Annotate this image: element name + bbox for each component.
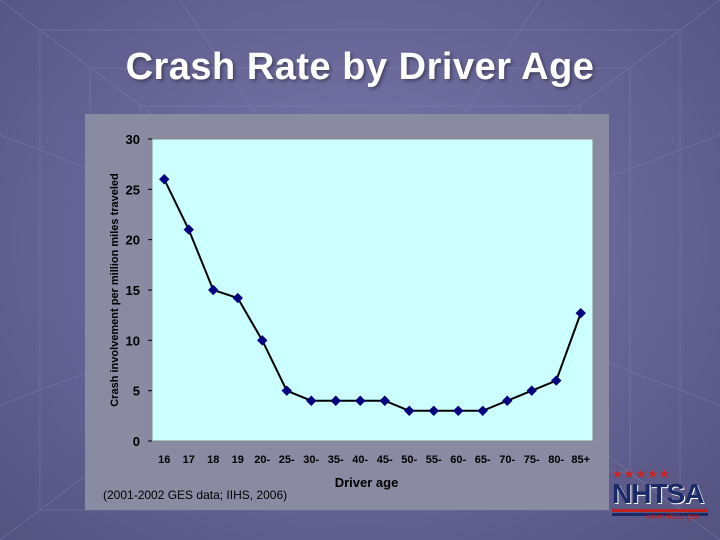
data-point (232, 292, 243, 304)
data-point (159, 174, 170, 185)
data-point (208, 284, 219, 296)
plot-area (151, 138, 594, 442)
data-point (404, 405, 415, 417)
y-tick-label: 10 (126, 333, 140, 348)
data-point (379, 395, 390, 406)
y-tick-label: 30 (126, 132, 140, 147)
x-tick-label: 16 (158, 454, 170, 466)
x-tick-label: 55- (426, 454, 442, 466)
logo-stripe-red (612, 509, 708, 512)
y-tick-label: 5 (133, 384, 140, 399)
y-tick-label: 0 (133, 434, 140, 449)
x-tick-label: 18 (207, 454, 219, 466)
chart-panel: 0 5 10 15 20 25 30 Crash involvement per millio… (85, 114, 609, 510)
y-tick-label: 25 (126, 182, 140, 197)
logo-url: www.nhtsa.gov (646, 512, 700, 521)
x-tick-label: 70- (499, 454, 515, 466)
nhtsa-logo: ★★★★★ NHTSA www.nhtsa.gov (610, 468, 714, 528)
x-tick-label: 20- (254, 454, 270, 466)
x-tick-label: 75- (524, 454, 540, 466)
source-note: (2001-2002 GES data; IIHS, 2006) (103, 488, 288, 502)
x-tick-label: 45- (377, 454, 393, 466)
x-tick-label: 25- (279, 454, 295, 466)
data-point (306, 395, 317, 406)
y-tick-label: 20 (126, 233, 140, 248)
logo-stripe-blue (612, 513, 708, 516)
x-tick-label: 80- (548, 454, 564, 466)
data-point (526, 385, 537, 396)
data-point (257, 335, 268, 346)
x-tick-label: 85+ (571, 454, 590, 466)
data-point (330, 395, 341, 406)
x-tick-label: 19 (232, 454, 244, 466)
data-point (453, 405, 464, 417)
data-point (355, 395, 366, 406)
series-line (163, 178, 582, 412)
data-point (477, 405, 488, 417)
logo-stars-icon: ★★★★★ (612, 467, 671, 481)
data-point (428, 405, 439, 417)
x-axis-label: Driver age (335, 475, 399, 490)
x-tick-label: 60- (450, 454, 466, 466)
data-point (551, 375, 562, 386)
slide-title: Crash Rate by Driver Age (125, 46, 595, 88)
data-point (281, 385, 292, 396)
data-point (183, 224, 194, 235)
data-point (502, 395, 513, 406)
y-axis-label: Crash involvement per million miles trav… (109, 173, 121, 407)
logo-text: NHTSA (612, 478, 704, 509)
x-tick-label: 35- (328, 454, 344, 466)
x-tick-label: 17 (183, 454, 195, 466)
data-point (575, 307, 586, 319)
x-tick-label: 30- (303, 454, 319, 466)
x-tick-label: 40- (352, 454, 368, 466)
x-tick-label: 65- (475, 454, 491, 466)
y-tick-label: 15 (126, 283, 140, 298)
line-chart: 0 5 10 15 20 25 30 Crash involvement per millio… (109, 132, 594, 490)
x-tick-label: 50- (401, 454, 417, 466)
